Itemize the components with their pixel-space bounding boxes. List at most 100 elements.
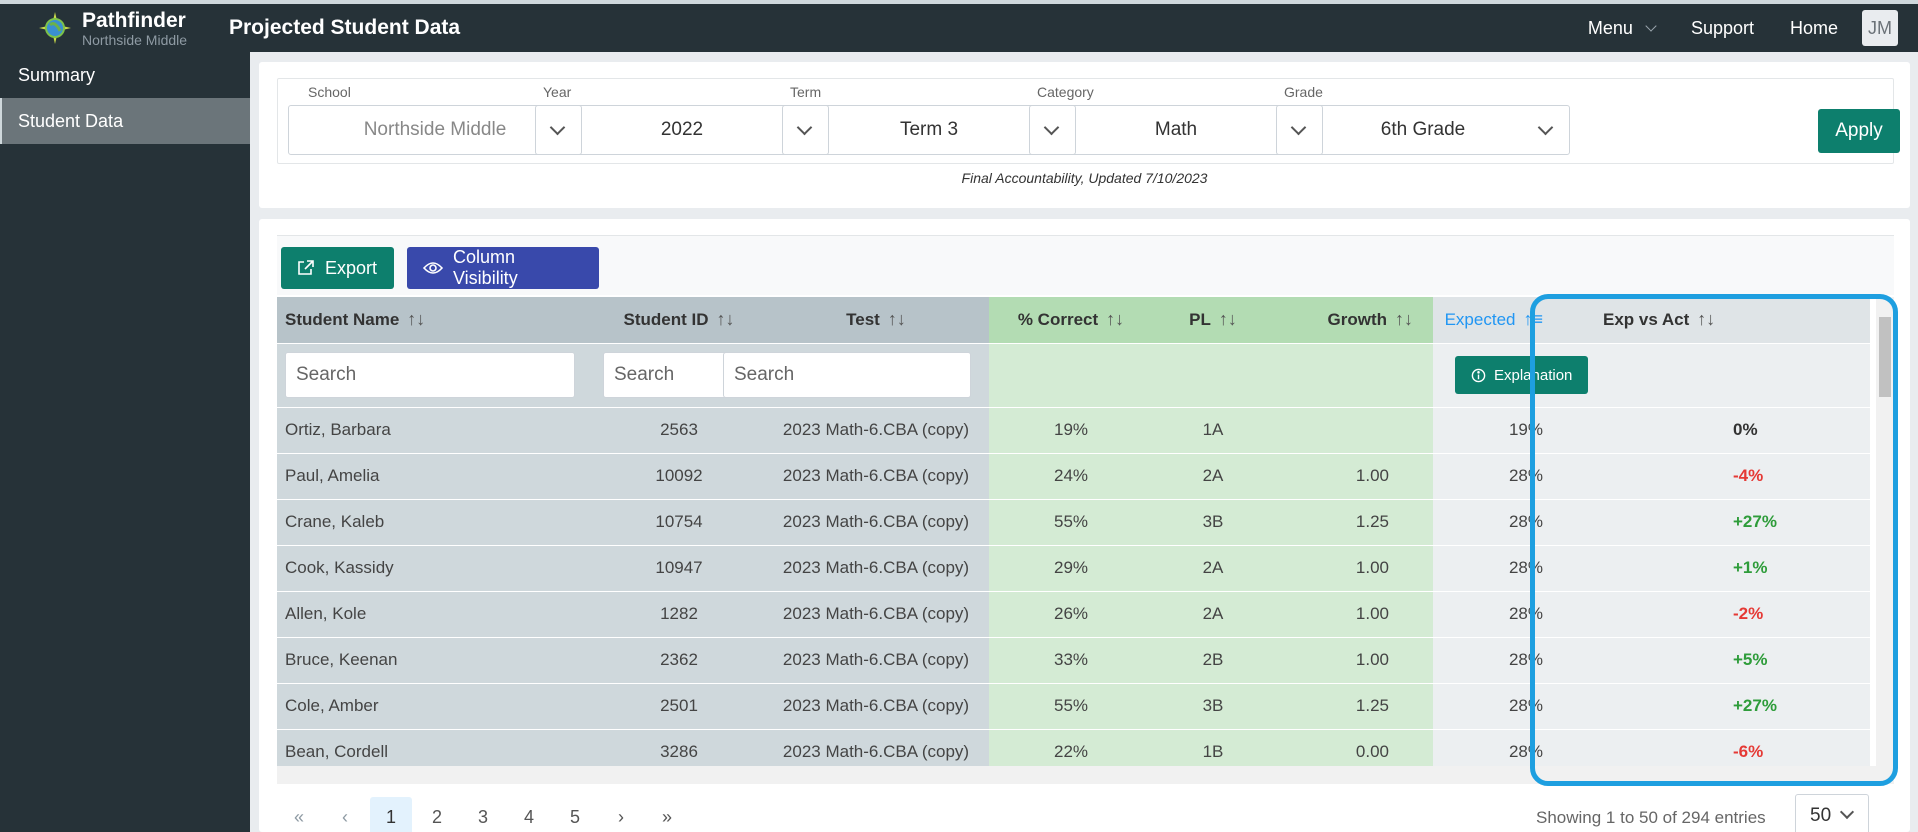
explanation-label: Explanation (1494, 366, 1573, 384)
test-cell: 2023 Math-6.CBA (copy) (763, 682, 989, 729)
table-toolbar: Export Column Visibility (277, 235, 1894, 295)
expected-cell: 28% (1433, 590, 1543, 637)
horizontal-scrollbar[interactable] (277, 766, 1876, 784)
apply-button[interactable]: Apply (1818, 109, 1900, 153)
compass-logo-icon (38, 11, 72, 45)
student-id-cell: 2501 (595, 682, 763, 729)
chevron-down-icon (1537, 119, 1554, 136)
last-page-button[interactable]: » (661, 806, 672, 827)
table-row[interactable]: Ortiz, Barbara 2563 2023 Math-6.CBA (copy)… (277, 406, 1870, 453)
brand[interactable]: Pathfinder Northside Middle (0, 10, 250, 47)
header-label: Exp vs Act (1603, 310, 1690, 330)
column-header-student-name[interactable]: Student Name ↑↓ (277, 297, 595, 343)
expected-cell: 28% (1433, 498, 1543, 545)
column-visibility-label: Column Visibility (453, 247, 518, 288)
column-header-expected[interactable]: Expected ↑≡ (1433, 297, 1543, 343)
student-id-cell: 1282 (595, 590, 763, 637)
header-label: Student ID (623, 310, 709, 330)
exp-vs-act-cell: 0% (1543, 406, 1870, 453)
test-cell: 2023 Math-6.CBA (copy) (763, 544, 989, 591)
term-select[interactable]: Term 3 (782, 105, 1076, 155)
user-avatar[interactable]: JM (1862, 10, 1898, 46)
page-button-3[interactable]: 3 (477, 806, 488, 827)
student-name-cell: Ortiz, Barbara (277, 406, 595, 453)
page-button-2[interactable]: 2 (431, 806, 442, 827)
table-row[interactable]: Crane, Kaleb 10754 2023 Math-6.CBA (copy) 5… (277, 498, 1870, 545)
info-circle-icon (1471, 368, 1486, 383)
year-label: Year (543, 84, 572, 100)
column-visibility-button[interactable]: Column Visibility (407, 247, 599, 289)
sidebar-item-summary[interactable]: Summary (18, 65, 96, 85)
column-header-pl[interactable]: PL ↑↓ (1153, 297, 1273, 343)
support-link[interactable]: Support (1690, 17, 1754, 38)
category-select[interactable]: Math (1029, 105, 1323, 155)
menu-dropdown[interactable]: Menu (1588, 18, 1657, 39)
pct-correct-cell: 55% (989, 498, 1153, 545)
growth-cell: 1.00 (1273, 636, 1433, 683)
table-row[interactable]: Cole, Amber 2501 2023 Math-6.CBA (copy) 55%… (277, 682, 1870, 729)
school-filter: School Northside Middle (288, 79, 582, 155)
sidebar-item-student-data[interactable]: Student Data (0, 98, 250, 144)
column-header-exp-vs-act[interactable]: Exp vs Act ↑↓ (1543, 297, 1870, 343)
page-size-select[interactable]: 50 (1795, 794, 1869, 832)
expected-cell: 28% (1433, 544, 1543, 591)
student-name-cell: Bruce, Keenan (277, 636, 595, 683)
expected-cell: 28% (1433, 452, 1543, 499)
pl-cell: 1A (1153, 406, 1273, 453)
sort-ascending-icon[interactable]: ↑≡ (1523, 309, 1543, 330)
sort-arrows-icon[interactable]: ↑↓ (716, 309, 735, 330)
vertical-scrollbar[interactable] (1876, 297, 1894, 784)
sort-arrows-icon[interactable]: ↑↓ (887, 309, 906, 330)
student-name-cell: Cole, Amber (277, 682, 595, 729)
page-button-4[interactable]: 4 (523, 806, 534, 827)
header-label: PL (1189, 310, 1211, 330)
exp-vs-act-cell: -2% (1543, 590, 1870, 637)
student-data-card: Export Column Visibility Student Name ↑↓ … (259, 219, 1910, 832)
page-button-1[interactable]: 1 (370, 797, 412, 832)
table-row[interactable]: Bruce, Keenan 2362 2023 Math-6.CBA (copy) 3… (277, 636, 1870, 683)
prev-page-button[interactable]: ‹ (342, 806, 348, 827)
first-page-button[interactable]: « (293, 806, 304, 827)
year-select[interactable]: 2022 (535, 105, 829, 155)
pl-cell: 2A (1153, 590, 1273, 637)
sort-arrows-icon[interactable]: ↑↓ (1697, 309, 1716, 330)
explanation-button[interactable]: Explanation (1455, 356, 1589, 394)
accountability-note: Final Accountability, Updated 7/10/2023 (961, 170, 1208, 186)
column-header-test[interactable]: Test ↑↓ (763, 297, 989, 343)
sort-arrows-icon[interactable]: ↑↓ (1395, 309, 1413, 330)
column-header-growth[interactable]: Growth ↑↓ (1273, 297, 1433, 343)
student-name-cell: Crane, Kaleb (277, 498, 595, 545)
chevron-down-icon (1839, 804, 1855, 820)
grade-filter: Grade 6th Grade (1276, 79, 1570, 155)
sort-arrows-icon[interactable]: ↑↓ (1218, 309, 1237, 330)
student-name-search-input[interactable]: Search (285, 352, 575, 398)
growth-cell: 1.00 (1273, 452, 1433, 499)
home-link[interactable]: Home (1789, 17, 1838, 38)
growth-cell: 1.25 (1273, 682, 1433, 729)
student-id-cell: 10092 (595, 452, 763, 499)
grade-select[interactable]: 6th Grade (1276, 105, 1570, 155)
pl-cell: 2A (1153, 452, 1273, 499)
column-header-pct-correct[interactable]: % Correct ↑↓ (989, 297, 1153, 343)
pct-correct-cell: 33% (989, 636, 1153, 683)
sort-arrows-icon[interactable]: ↑↓ (1106, 309, 1125, 330)
test-search-input[interactable]: Search (723, 352, 971, 398)
growth-cell (1273, 406, 1433, 453)
test-cell: 2023 Math-6.CBA (copy) (763, 590, 989, 637)
school-label: School (308, 84, 351, 100)
table-row[interactable]: Allen, Kole 1282 2023 Math-6.CBA (copy) 26%… (277, 590, 1870, 637)
exp-vs-act-cell: -4% (1543, 452, 1870, 499)
school-select[interactable]: Northside Middle (288, 105, 582, 155)
sort-arrows-icon[interactable]: ↑↓ (407, 309, 426, 330)
export-button[interactable]: Export (281, 247, 394, 289)
test-cell: 2023 Math-6.CBA (copy) (763, 452, 989, 499)
pct-correct-cell: 29% (989, 544, 1153, 591)
student-id-cell: 2563 (595, 406, 763, 453)
next-page-button[interactable]: › (618, 806, 624, 827)
term-label: Term (790, 84, 822, 100)
column-header-student-id[interactable]: Student ID ↑↓ (595, 297, 763, 343)
student-id-cell: 10947 (595, 544, 763, 591)
table-row[interactable]: Paul, Amelia 10092 2023 Math-6.CBA (copy) 2… (277, 452, 1870, 499)
table-row[interactable]: Cook, Kassidy 10947 2023 Math-6.CBA (copy)… (277, 544, 1870, 591)
page-button-5[interactable]: 5 (569, 806, 580, 827)
